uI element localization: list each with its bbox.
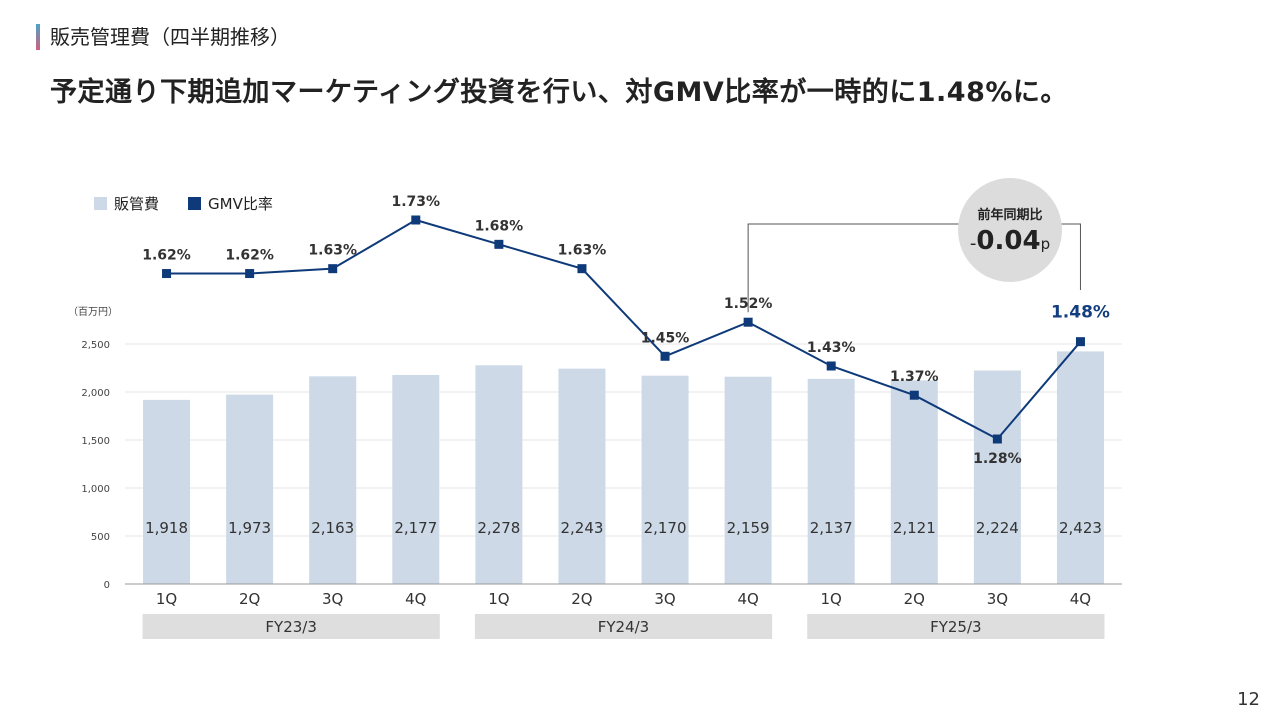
x-tick-label: 3Q: [987, 590, 1008, 608]
bar: [1056, 351, 1104, 584]
gmv-ratio-label: 1.63%: [558, 243, 607, 259]
gmv-ratio-marker: [992, 434, 1002, 444]
legend-swatch-line: [188, 197, 201, 210]
x-tick-label: 1Q: [156, 590, 177, 608]
section-accent-bar: [36, 24, 40, 50]
y-tick-label: 1,000: [81, 484, 110, 495]
bar-value-label: 2,177: [394, 519, 437, 537]
bar-value-label: 2,121: [893, 519, 936, 537]
gmv-ratio-label: 1.63%: [308, 243, 357, 259]
gmv-ratio-label: 1.28%: [973, 451, 1022, 467]
gmv-ratio-marker: [494, 239, 504, 249]
fiscal-year-band: [807, 614, 1105, 639]
bar: [558, 368, 606, 584]
y-tick-label: 2,500: [81, 340, 110, 351]
bar-value-label: 2,170: [644, 519, 687, 537]
x-tick-label: 1Q: [821, 590, 842, 608]
x-tick-label: 1Q: [488, 590, 509, 608]
bar: [890, 380, 938, 584]
bar-value-label: 2,243: [560, 519, 603, 537]
y-tick-label: 1,500: [81, 436, 110, 447]
gmv-ratio-marker: [245, 269, 255, 279]
headline: 予定通り下期追加マーケティング投資を行い、対GMV比率が一時的に1.48%に。: [50, 77, 1068, 108]
bar: [973, 370, 1021, 584]
x-tick-label: 3Q: [322, 590, 343, 608]
gmv-ratio-marker: [1075, 337, 1085, 347]
gmv-ratio-label: 1.68%: [475, 218, 524, 234]
y-tick-label: 500: [91, 532, 110, 543]
bar: [475, 365, 523, 584]
gmv-ratio-label: 1.73%: [392, 194, 441, 210]
bar-value-label: 2,224: [976, 519, 1019, 537]
legend-swatch-bar: [94, 197, 107, 210]
fiscal-year-band: [142, 614, 440, 639]
yoy-badge-label: 前年同期比: [977, 207, 1042, 223]
gmv-ratio-marker: [743, 317, 753, 327]
bar: [143, 399, 191, 584]
x-tick-label: 2Q: [571, 590, 592, 608]
bar-value-label: 2,137: [810, 519, 853, 537]
bar-value-label: 2,159: [727, 519, 770, 537]
bar: [392, 375, 440, 584]
yoy-badge: [958, 178, 1062, 282]
yoy-bracket: [747, 223, 1081, 313]
x-tick-label: 4Q: [405, 590, 426, 608]
gmv-ratio-label: 1.62%: [225, 248, 274, 264]
legend-label-bar: 販管費: [114, 195, 159, 213]
gmv-ratio-marker: [328, 264, 338, 274]
gmv-ratio-label-highlight: 1.48%: [1051, 303, 1110, 323]
y-axis-unit: （百万円）: [68, 306, 118, 318]
x-tick-label: 2Q: [239, 590, 260, 608]
fiscal-year-label: FY23/3: [265, 618, 316, 636]
page-number: 12: [1237, 689, 1260, 710]
x-tick-label: 2Q: [904, 590, 925, 608]
y-tick-label: 2,000: [81, 388, 110, 399]
y-tick-label: 0: [104, 580, 110, 591]
bar: [226, 394, 274, 584]
gmv-ratio-label: 1.43%: [807, 340, 856, 356]
legend-label-line: GMV比率: [208, 195, 273, 213]
x-tick-label: 4Q: [1070, 590, 1091, 608]
fiscal-year-label: FY25/3: [930, 618, 981, 636]
gmv-ratio-label: 1.37%: [890, 369, 939, 385]
bar: [309, 376, 357, 584]
bar: [724, 376, 772, 584]
gmv-ratio-marker: [660, 351, 670, 361]
bar: [807, 378, 855, 584]
gmv-ratio-label: 1.62%: [142, 248, 191, 264]
gmv-ratio-marker: [162, 269, 172, 279]
gmv-ratio-label: 1.45%: [641, 330, 690, 346]
fiscal-year-label: FY24/3: [598, 618, 649, 636]
gmv-ratio-marker: [909, 390, 919, 400]
gmv-ratio-marker: [577, 264, 587, 274]
fiscal-year-band: [474, 614, 773, 639]
yoy-badge-unit: p: [1041, 235, 1051, 253]
bar-value-label: 2,278: [477, 519, 520, 537]
bar-value-label: 2,423: [1059, 519, 1102, 537]
bar: [641, 375, 689, 584]
yoy-badge-value: -0.04p: [970, 226, 1050, 256]
yoy-badge-sign: -: [970, 233, 977, 254]
x-tick-label: 4Q: [737, 590, 758, 608]
gmv-ratio-marker: [411, 215, 421, 225]
bar-value-label: 1,918: [145, 519, 188, 537]
x-tick-label: 3Q: [654, 590, 675, 608]
gmv-ratio-line: [166, 218, 1082, 441]
gmv-ratio-marker: [826, 361, 836, 371]
bar-value-label: 2,163: [311, 519, 354, 537]
bar-value-label: 1,973: [228, 519, 271, 537]
section-title: 販売管理費（四半期推移）: [50, 25, 290, 49]
yoy-badge-number: 0.04: [976, 226, 1040, 256]
